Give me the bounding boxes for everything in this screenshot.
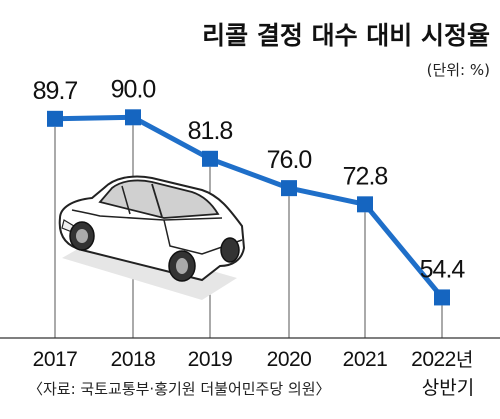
x-tick-label: 2018 (111, 348, 156, 371)
x-tick-year: 2021 (343, 348, 388, 371)
x-tick-label: 2017 (33, 348, 78, 371)
source-note: 〈자료: 국토교통부·홍기원 더불어민주당 의원〉 (28, 380, 331, 398)
x-tick-year: 2018 (111, 348, 156, 371)
data-label: 90.0 (111, 75, 156, 103)
x-tick-label: 2020 (267, 348, 312, 371)
data-point (125, 109, 141, 126)
value-labels: 89.7 90.0 81.8 76.0 72.8 54.4 (33, 75, 467, 283)
data-point (202, 150, 218, 167)
x-tick-label: 2019 (188, 348, 233, 371)
x-tick-label: 2022년 (411, 348, 473, 371)
unit-label: (단위: %) (427, 61, 490, 79)
data-point (47, 110, 63, 127)
chart-title: 리콜 결정 대수 대비 시정율 (202, 21, 490, 50)
markers (47, 109, 450, 306)
data-label: 54.4 (420, 255, 466, 283)
car-icon (58, 175, 246, 300)
data-point (357, 196, 373, 213)
x-tick-year: 2020 (267, 348, 312, 371)
series-line (52, 114, 445, 300)
data-point (434, 289, 450, 306)
x-tick-label: 2021 (343, 348, 388, 371)
data-label: 81.8 (188, 117, 233, 145)
data-label: 89.7 (33, 77, 78, 105)
x-tick-sublabel: 상반기 (422, 377, 474, 399)
x-tick-year: 2022 (411, 348, 456, 371)
x-tick-year: 2017 (33, 348, 78, 371)
data-point (281, 180, 297, 197)
data-label: 72.8 (343, 162, 388, 190)
x-tick-year: 2019 (188, 348, 233, 371)
x-tick-suffix: 년 (456, 349, 473, 371)
data-label: 76.0 (267, 146, 312, 174)
